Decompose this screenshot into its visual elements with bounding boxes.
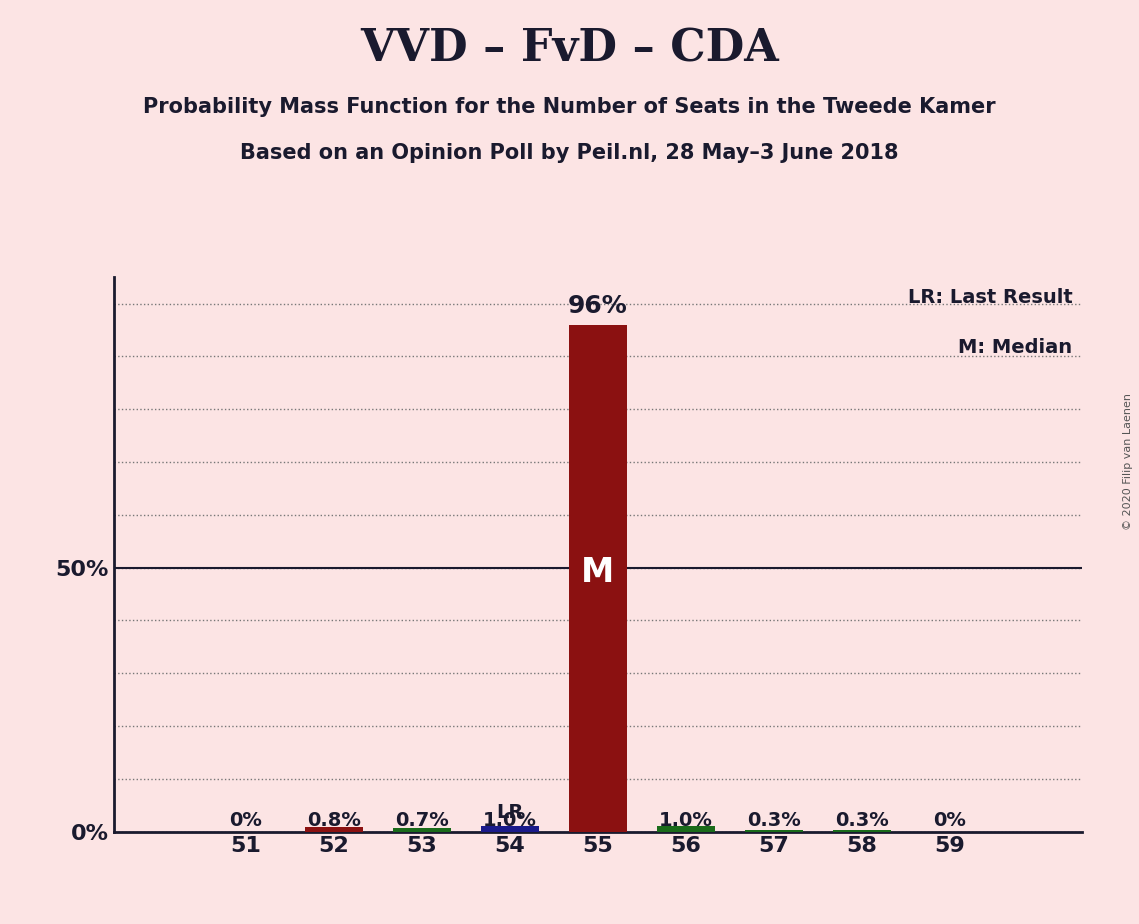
Bar bbox=[570, 324, 626, 832]
Bar bbox=[657, 826, 714, 832]
Bar bbox=[305, 827, 362, 832]
Text: 0%: 0% bbox=[229, 811, 262, 830]
Bar bbox=[482, 826, 539, 832]
Text: M: Median: M: Median bbox=[958, 338, 1073, 358]
Text: VVD – FvD – CDA: VVD – FvD – CDA bbox=[360, 28, 779, 71]
Text: 1.0%: 1.0% bbox=[659, 811, 713, 830]
Text: Based on an Opinion Poll by Peil.nl, 28 May–3 June 2018: Based on an Opinion Poll by Peil.nl, 28 … bbox=[240, 143, 899, 164]
Text: LR: LR bbox=[497, 803, 524, 822]
Text: Probability Mass Function for the Number of Seats in the Tweede Kamer: Probability Mass Function for the Number… bbox=[144, 97, 995, 117]
Text: LR: Last Result: LR: Last Result bbox=[908, 288, 1073, 308]
Text: 0%: 0% bbox=[934, 811, 967, 830]
Text: M: M bbox=[581, 556, 615, 590]
Text: 0.8%: 0.8% bbox=[308, 811, 361, 830]
Bar bbox=[745, 830, 803, 832]
Text: 96%: 96% bbox=[568, 295, 628, 319]
Bar bbox=[393, 828, 451, 832]
Text: 0.3%: 0.3% bbox=[747, 811, 801, 830]
Text: 0.3%: 0.3% bbox=[835, 811, 888, 830]
Text: © 2020 Filip van Laenen: © 2020 Filip van Laenen bbox=[1123, 394, 1133, 530]
Bar bbox=[834, 830, 891, 832]
Text: 0.7%: 0.7% bbox=[395, 811, 449, 830]
Text: 1.0%: 1.0% bbox=[483, 811, 536, 830]
